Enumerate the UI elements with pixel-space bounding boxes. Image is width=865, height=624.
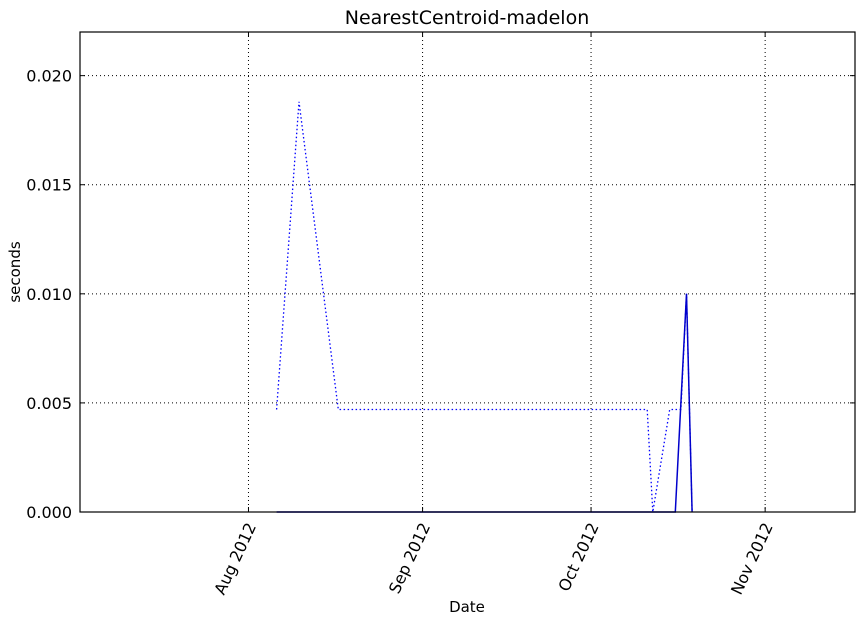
x-tick-label: Aug 2012 — [210, 520, 260, 598]
x-tick-label: Sep 2012 — [385, 520, 434, 597]
y-tick-label: 0.005 — [26, 394, 72, 413]
y-tick-label: 0.015 — [26, 176, 72, 195]
x-axis-label: Date — [449, 598, 485, 616]
ticks — [80, 32, 855, 513]
x-tick-label: Oct 2012 — [554, 520, 602, 595]
y-tick-labels: 0.000 0.005 0.010 0.015 0.020 — [26, 67, 72, 522]
x-tick-label: Nov 2012 — [727, 520, 777, 598]
y-tick-label: 0.000 — [26, 503, 72, 522]
x-tick-labels: Aug 2012 Sep 2012 Oct 2012 Nov 2012 — [210, 520, 776, 598]
chart-title: NearestCentroid-madelon — [345, 7, 590, 29]
grid — [80, 32, 855, 512]
plot-frame — [79, 31, 856, 513]
y-tick-label: 0.020 — [26, 67, 72, 86]
plot-background — [80, 32, 855, 512]
y-axis-label: seconds — [6, 241, 24, 302]
y-tick-label: 0.010 — [26, 285, 72, 304]
